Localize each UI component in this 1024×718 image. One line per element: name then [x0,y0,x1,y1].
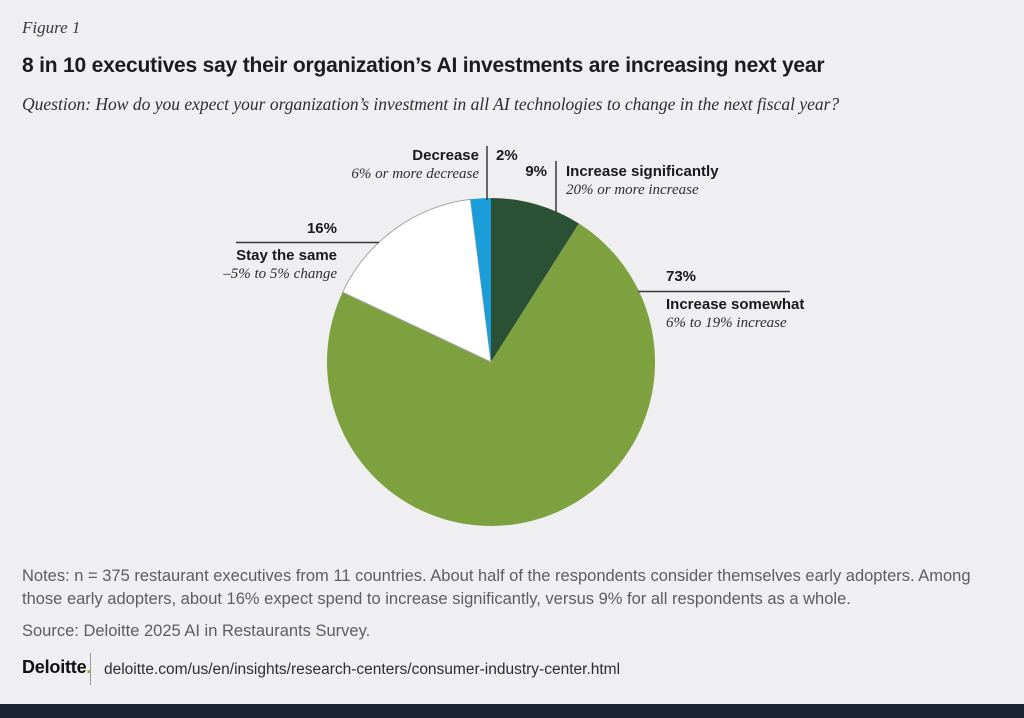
pie-slices [327,198,656,526]
callout-decrease-sublabel: 6% or more decrease [351,166,479,182]
page-title: 8 in 10 executives say their organizatio… [22,54,825,77]
callout-decrease-label: Decrease [412,147,479,164]
pct-stay-the-same: 16% [306,220,337,237]
pct-increase-somewhat: 73% [666,268,697,285]
pie-slice-decrease [470,198,491,362]
callout-increase-significantly-sublabel: 20% or more increase [566,182,699,198]
leader-lines [236,146,790,293]
callout-increase-significantly-label: Increase significantly [566,163,719,180]
callout-increase-somewhat-sublabel: 6% to 19% increase [666,315,787,331]
pie-slice-stay-the-same [341,198,492,363]
pie-slice-increase-somewhat [327,223,656,526]
callout-stay-the-same-label: Stay the same [236,247,337,264]
callout-stay-the-same-sublabel: –5% to 5% change [223,266,337,282]
deloitte-wordmark: Deloitte. [22,657,91,678]
callout-increase-somewhat-label: Increase somewhat [666,296,805,313]
pie-slice-increase-significantly [491,198,579,362]
notes-text: Notes: n = 375 restaurant executives fro… [22,567,971,609]
survey-question: Question: How do you expect your organiz… [22,94,840,114]
brand-green-period: . [86,657,92,677]
bottom-accent-bar [0,704,1024,718]
footer-url[interactable]: deloitte.com/us/en/insights/research-cen… [104,661,621,678]
pct-increase-significantly: 9% [525,163,547,180]
callout-decrease: Decrease 6% or more decrease [351,147,479,183]
figure-label: Figure 1 [22,18,81,37]
callout-increase-somewhat: Increase somewhat 6% to 19% increase [666,296,804,332]
footer-divider [90,653,91,685]
pct-decrease: 2% [496,147,518,164]
callout-stay-the-same: Stay the same –5% to 5% change [223,247,337,283]
callout-increase-significantly: Increase significantly 20% or more incre… [566,163,719,199]
brand-name: Deloitte [22,657,87,677]
source-text: Source: Deloitte 2025 AI in Restaurants … [22,622,371,640]
